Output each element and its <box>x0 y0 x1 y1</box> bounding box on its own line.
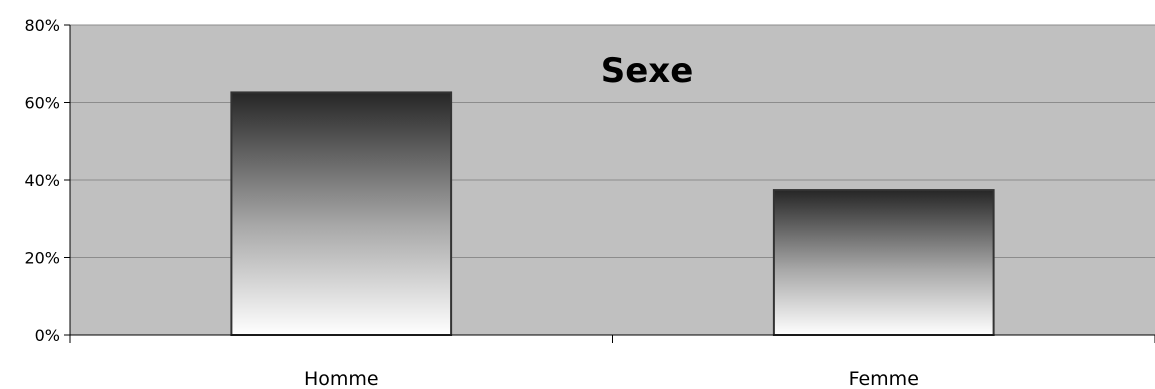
y-tick-label: 0% <box>35 326 60 345</box>
x-labels: Homme Femme <box>69 335 1155 389</box>
y-tick-label: 20% <box>24 249 60 268</box>
bar-homme <box>230 91 453 336</box>
x-category-label: Homme <box>304 368 379 389</box>
y-tick-label: 80% <box>24 16 60 35</box>
bar-femme <box>772 189 995 336</box>
chart-title: Sexe <box>601 51 694 91</box>
y-ticks: 0% 20% 40% 60% 80% <box>24 16 70 345</box>
y-tick-label: 40% <box>24 171 60 190</box>
x-category-label: Femme <box>849 368 919 389</box>
y-tick-label: 60% <box>24 94 60 113</box>
